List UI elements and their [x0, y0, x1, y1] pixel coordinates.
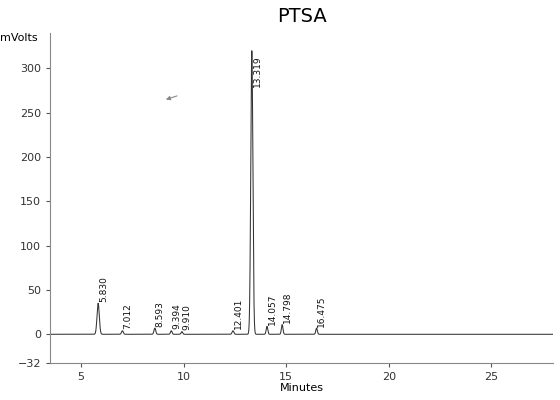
- Text: 7.012: 7.012: [123, 304, 132, 330]
- Text: 16.475: 16.475: [318, 295, 326, 327]
- Title: PTSA: PTSA: [277, 7, 326, 26]
- Text: 14.057: 14.057: [268, 294, 277, 325]
- Text: 9.394: 9.394: [172, 304, 181, 330]
- Text: 13.319: 13.319: [253, 55, 262, 87]
- Text: 14.798: 14.798: [283, 292, 292, 323]
- Text: 5.830: 5.830: [99, 276, 108, 302]
- Text: 9.910: 9.910: [183, 304, 192, 330]
- X-axis label: Minutes: Minutes: [279, 383, 324, 393]
- Text: 8.593: 8.593: [156, 301, 165, 327]
- Text: mVolts: mVolts: [0, 33, 38, 43]
- Text: 12.401: 12.401: [234, 298, 243, 330]
